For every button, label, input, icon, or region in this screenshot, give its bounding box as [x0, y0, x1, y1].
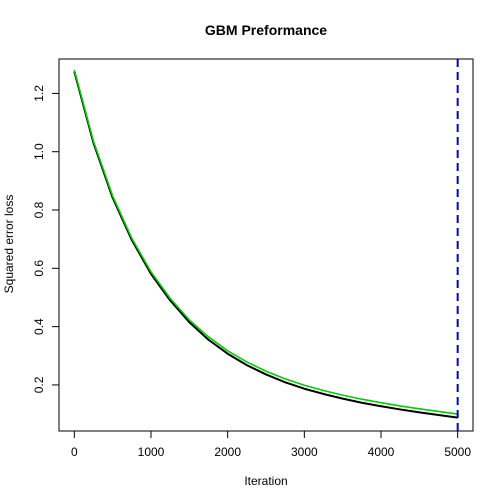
y-tick-label: 0.2	[32, 376, 46, 393]
series-line-1	[73, 71, 458, 419]
x-tick-label: 1000	[138, 445, 165, 459]
series-line-2	[73, 69, 458, 415]
x-tick-label: 5000	[444, 445, 471, 459]
x-axis-label: Iteration	[244, 474, 287, 488]
chart-title: GBM Preformance	[205, 22, 327, 38]
x-tick-label: 4000	[368, 445, 395, 459]
y-axis-label: Squared error loss	[2, 195, 16, 294]
y-tick-label: 1.2	[32, 85, 46, 102]
x-tick-label: 0	[71, 445, 78, 459]
y-tick-label: 0.4	[32, 318, 46, 335]
x-axis: 0 1000 2000 3000 4000 5000	[71, 430, 471, 459]
plot-area	[73, 59, 459, 431]
y-tick-label: 0.6	[32, 260, 46, 277]
y-tick-label: 0.8	[32, 201, 46, 218]
x-tick-label: 3000	[291, 445, 318, 459]
y-axis: 0.2 0.4 0.6 0.8 1.0 1.2	[32, 85, 60, 393]
x-tick-label: 2000	[214, 445, 241, 459]
y-tick-label: 1.0	[32, 143, 46, 160]
